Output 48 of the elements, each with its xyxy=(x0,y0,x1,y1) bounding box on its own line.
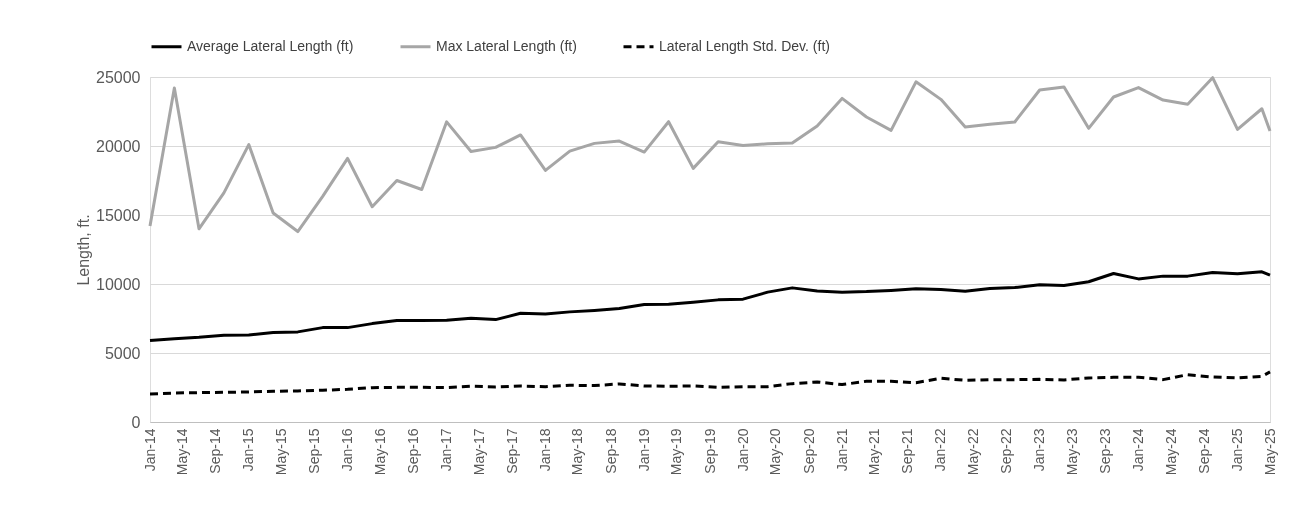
x-tick-label: May-17 xyxy=(470,428,487,476)
y-tick-label: 0 xyxy=(131,413,141,431)
y-tick-label: 15000 xyxy=(96,206,141,224)
x-tick-label: Jan-14 xyxy=(141,428,158,472)
x-tick-label: Jan-19 xyxy=(635,428,652,472)
x-tick-label: Sep-14 xyxy=(207,428,224,474)
x-tick-label: Sep-19 xyxy=(701,428,718,474)
x-tick-label: Sep-20 xyxy=(800,428,817,474)
legend-label: Average Lateral Length (ft) xyxy=(187,37,354,54)
x-tick-label: Jan-22 xyxy=(932,428,949,472)
x-tick-label: May-15 xyxy=(272,428,289,476)
y-tick-label: 10000 xyxy=(96,275,141,293)
legend-label: Max Lateral Length (ft) xyxy=(436,37,577,54)
x-tick-label: Jan-20 xyxy=(734,428,751,472)
x-tick-label: Jan-23 xyxy=(1031,428,1048,472)
x-tick-label: May-19 xyxy=(668,428,685,476)
x-tick-label: Sep-24 xyxy=(1196,428,1212,474)
y-tick-label: 25000 xyxy=(96,68,141,86)
x-tick-label: May-24 xyxy=(1162,428,1179,476)
y-axis-title: Length, ft. xyxy=(75,214,93,286)
x-tick-label: Sep-18 xyxy=(602,428,619,474)
x-tick-label: May-16 xyxy=(371,428,388,476)
x-tick-label: Jan-24 xyxy=(1129,428,1146,472)
x-tick-label: May-20 xyxy=(767,428,784,476)
x-tick-label: May-22 xyxy=(964,428,981,476)
x-tick-label: Sep-16 xyxy=(405,428,422,474)
line-series xyxy=(148,370,1272,396)
line-series xyxy=(148,76,1272,234)
x-tick-label: May-25 xyxy=(1261,428,1278,476)
x-tick-label: Jan-25 xyxy=(1229,428,1246,472)
x-tick-label: Sep-15 xyxy=(306,428,323,474)
x-tick-label: Sep-17 xyxy=(503,428,520,474)
y-tick-label: 5000 xyxy=(104,344,141,362)
x-tick-label: Sep-23 xyxy=(1096,428,1113,474)
x-tick-label: May-21 xyxy=(866,428,883,476)
x-tick-label: Sep-22 xyxy=(998,428,1015,474)
x-tick-label: Jan-16 xyxy=(339,428,356,472)
x-tick-label: Jan-17 xyxy=(438,428,455,472)
x-tick-label: Jan-18 xyxy=(536,428,553,472)
x-tick-label: Sep-21 xyxy=(899,428,916,474)
x-tick-label: Jan-21 xyxy=(833,428,850,472)
x-tick-label: May-18 xyxy=(569,428,586,476)
x-tick-label: May-14 xyxy=(173,428,190,476)
x-tick-label: Jan-15 xyxy=(240,428,257,472)
line-series xyxy=(148,270,1272,343)
x-tick-label: May-23 xyxy=(1063,428,1080,476)
legend-label: Lateral Length Std. Dev. (ft) xyxy=(659,37,830,54)
y-tick-label: 20000 xyxy=(96,137,141,155)
